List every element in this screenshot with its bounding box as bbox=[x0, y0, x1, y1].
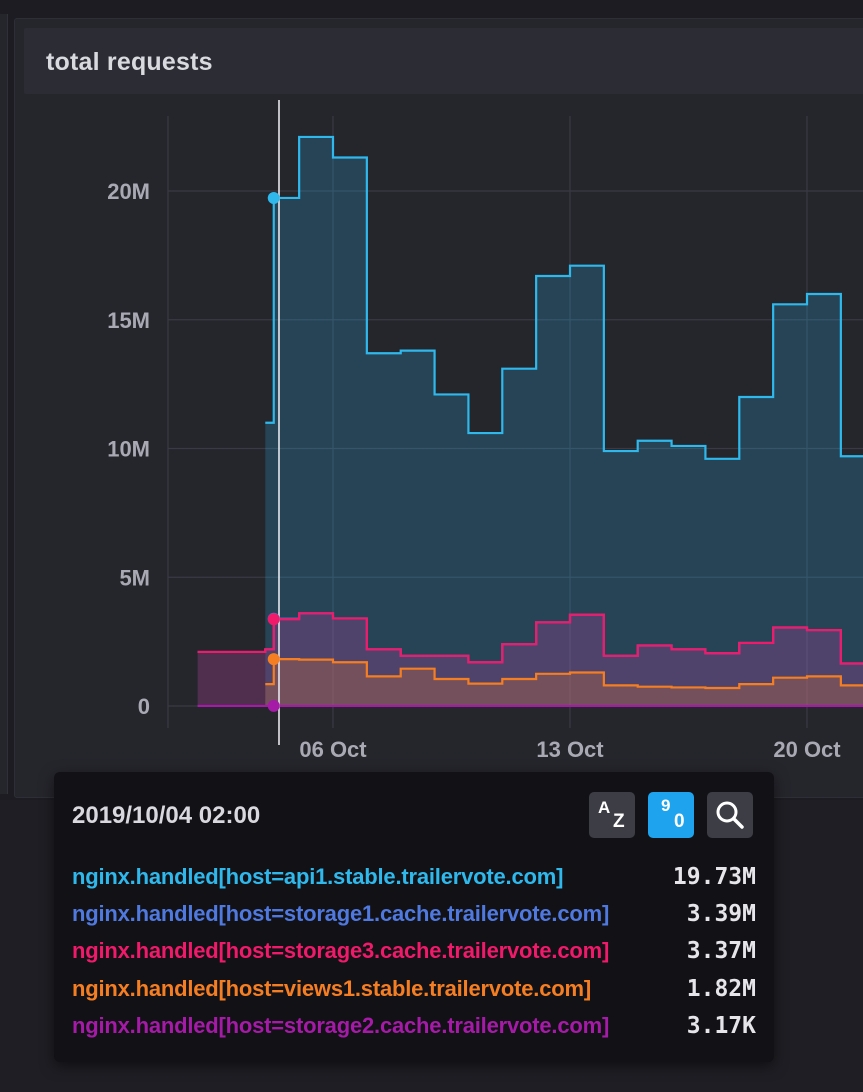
sort-alpha-button[interactable]: A Z bbox=[589, 792, 635, 838]
sort-numeric-bottom: 0 bbox=[674, 811, 685, 832]
y-tick-label: 20M bbox=[107, 179, 150, 204]
hover-point bbox=[267, 699, 280, 712]
search-icon bbox=[716, 801, 744, 829]
series-name: nginx.handled[host=api1.stable.trailervo… bbox=[72, 864, 564, 889]
sort-numeric-button[interactable]: 9 0 bbox=[648, 792, 694, 838]
series-name: nginx.handled[host=storage1.cache.traile… bbox=[72, 901, 610, 926]
hover-point bbox=[267, 653, 280, 666]
series-name: nginx.handled[host=storage2.cache.traile… bbox=[72, 1013, 610, 1038]
series-area bbox=[197, 613, 863, 706]
sort-numeric-top: 9 bbox=[661, 796, 671, 815]
series-area bbox=[197, 613, 863, 706]
hover-point bbox=[267, 613, 280, 626]
tooltip-row-storage1: nginx.handled[host=storage1.cache.traile… bbox=[72, 901, 756, 931]
series-value: 3.39M bbox=[686, 901, 756, 927]
y-tick-label: 10M bbox=[107, 437, 150, 462]
y-tick-label: 5M bbox=[119, 565, 150, 590]
tooltip-row-storage3: nginx.handled[host=storage3.cache.traile… bbox=[72, 938, 756, 968]
panel-header[interactable]: total requests bbox=[24, 28, 863, 94]
y-tick-label: 0 bbox=[138, 694, 150, 719]
series-area bbox=[265, 136, 863, 706]
x-tick-label: 13 Oct bbox=[536, 737, 604, 762]
adjacent-panel-edge bbox=[0, 14, 8, 794]
hover-tooltip: 2019/10/04 02:00 A Z 9 0 nginx.handled[h… bbox=[54, 772, 774, 1062]
search-button[interactable] bbox=[707, 792, 753, 838]
series-line bbox=[197, 612, 863, 665]
series-value: 3.37M bbox=[686, 938, 756, 964]
hover-point bbox=[267, 191, 280, 204]
x-tick-label: 20 Oct bbox=[773, 737, 841, 762]
panel-title: total requests bbox=[46, 48, 213, 76]
top-strip bbox=[0, 0, 863, 14]
series-name: nginx.handled[host=storage3.cache.traile… bbox=[72, 938, 610, 963]
sort-alpha-bottom: Z bbox=[613, 811, 625, 832]
tooltip-row-views1: nginx.handled[host=views1.stable.trailer… bbox=[72, 976, 756, 1006]
sort-alpha-top: A bbox=[598, 798, 611, 817]
series-value: 19.73M bbox=[672, 864, 756, 890]
series-value: 3.17K bbox=[686, 1013, 756, 1039]
series-line bbox=[265, 135, 863, 460]
chart-panel: total requests bbox=[14, 18, 863, 798]
tooltip-row-api1: nginx.handled[host=api1.stable.trailervo… bbox=[72, 864, 756, 894]
tooltip-row-storage2: nginx.handled[host=storage2.cache.traile… bbox=[72, 1013, 756, 1043]
x-tick-label: 06 Oct bbox=[299, 737, 367, 762]
series-value: 1.82M bbox=[686, 976, 756, 1002]
series-name: nginx.handled[host=views1.stable.trailer… bbox=[72, 976, 591, 1001]
series-line bbox=[265, 658, 863, 690]
y-tick-label: 15M bbox=[107, 308, 150, 333]
series-area bbox=[265, 659, 863, 706]
tooltip-timestamp: 2019/10/04 02:00 bbox=[72, 802, 261, 829]
